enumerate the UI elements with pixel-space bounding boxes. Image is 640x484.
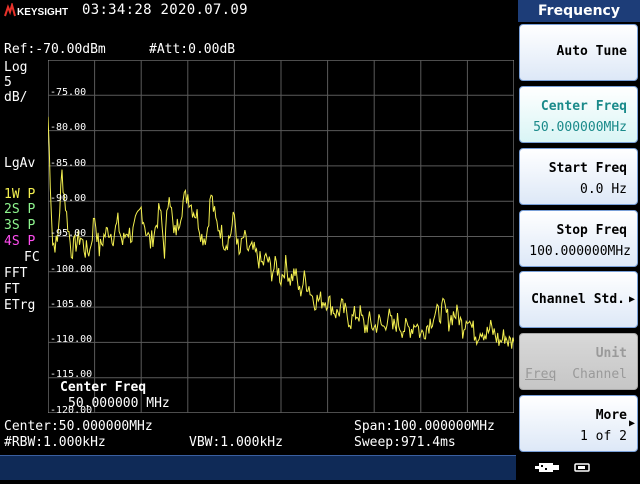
spectrum-plot[interactable]: -75.00 -80.00 -85.00 -90.00 -95.00 -100.00 -10… <box>48 60 514 416</box>
unit-freq-option: Freq <box>525 367 557 382</box>
y-tick-label: -85.00 <box>50 157 87 169</box>
rbw: #RBW:1.000kHz <box>4 435 106 450</box>
softkey-channel-std[interactable]: Channel Std. ▶ <box>519 271 638 328</box>
storage-icon <box>574 463 590 472</box>
softkey-stop-freq[interactable]: Stop Freq 100.000000MHz <box>519 210 638 267</box>
center-frequency: Center:50.000000MHz <box>4 419 153 434</box>
trace-3-label: 3S P <box>4 218 36 233</box>
scale-type: Log <box>4 60 28 75</box>
y-tick-label: -90.00 <box>50 192 87 204</box>
datetime: 03:34:28 2020.07.09 <box>82 2 248 18</box>
usb-icon <box>535 463 559 472</box>
status-bar <box>0 455 516 480</box>
fc-indicator: FC <box>24 250 40 265</box>
menu-title: Frequency <box>518 0 640 22</box>
ft-indicator: FT <box>4 282 20 297</box>
softkey-start-freq[interactable]: Start Freq 0.0 Hz <box>519 148 638 205</box>
center-freq-annotation-label: Center Freq <box>60 380 147 395</box>
y-tick-label: -105.00 <box>50 298 93 310</box>
softkey-unit: Unit Freq Channel <box>519 333 638 390</box>
trace-1-label: 1W P <box>4 187 36 202</box>
y-tick-label: -95.00 <box>50 228 87 240</box>
scale-unit: dB/ <box>4 90 28 105</box>
attenuation: #Att:0.00dB <box>149 42 236 57</box>
status-icons <box>519 455 640 480</box>
brand-text: KEYSIGHT <box>17 7 68 18</box>
submenu-arrow-icon: ▶ <box>628 418 635 429</box>
top-bar <box>0 0 640 22</box>
center-freq-annotation-value: 50.000000 MHz <box>68 396 170 411</box>
sweep-time: Sweep:971.4ms <box>354 435 456 450</box>
trace-2-label: 2S P <box>4 202 36 217</box>
scale-value: 5 <box>4 75 12 90</box>
vbw: VBW:1.000kHz <box>189 435 283 450</box>
y-tick-label: -80.00 <box>50 122 87 134</box>
softkey-center-freq[interactable]: Center Freq 50.000000MHz <box>519 86 638 143</box>
submenu-arrow-icon: ▶ <box>628 294 635 305</box>
y-tick-label: -110.00 <box>50 334 93 346</box>
y-tick-label: -75.00 <box>50 87 87 98</box>
y-tick-label: -100.00 <box>50 263 93 275</box>
trace-4-label: 4S P <box>4 234 36 249</box>
detector: LgAv <box>4 156 36 171</box>
trace-1-line <box>48 116 514 349</box>
trigger-indicator: ETrg <box>4 298 36 313</box>
y-tick-label: -120.00 <box>50 404 93 416</box>
y-tick-label: -115.00 <box>50 369 93 381</box>
softkey-auto-tune[interactable]: Auto Tune <box>519 24 638 81</box>
fft-indicator: FFT <box>4 266 28 281</box>
ref-level: Ref:-70.00dBm <box>4 42 106 57</box>
keysight-logo: KEYSIGHT <box>4 3 82 19</box>
unit-channel-option: Channel <box>572 367 627 382</box>
softkey-more[interactable]: More 1 of 2 ▶ <box>519 395 638 452</box>
span: Span:100.000000MHz <box>354 419 495 434</box>
